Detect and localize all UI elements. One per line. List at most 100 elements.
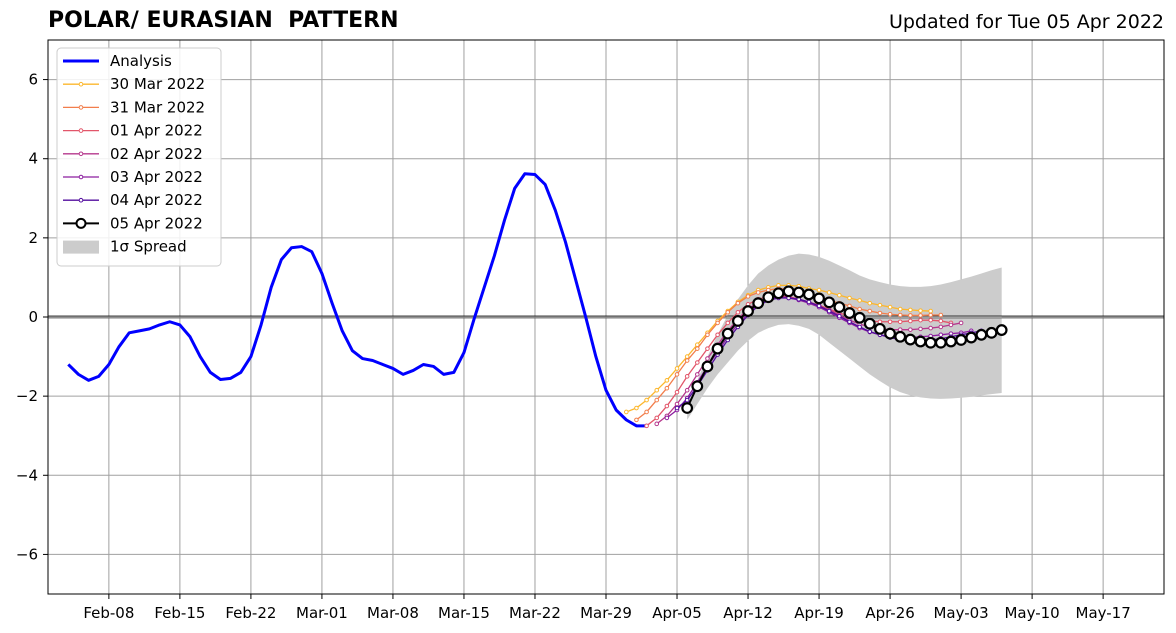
- forecast-point: [623, 409, 629, 415]
- forecast-point: [897, 306, 903, 312]
- legend-marker: [78, 128, 84, 133]
- forecast-point: [847, 319, 852, 325]
- forecast-point: [654, 397, 660, 403]
- forecast-point: [806, 299, 812, 305]
- forecast-point: [664, 403, 670, 409]
- forecast-point: [985, 326, 998, 339]
- legend-marker: [78, 174, 84, 180]
- legend-item: 05 Apr 2022: [63, 214, 203, 232]
- forecast-point: [715, 332, 720, 338]
- forecast-point: [782, 285, 795, 298]
- forecast-point: [654, 387, 660, 393]
- legend-label: 05 Apr 2022: [110, 214, 203, 232]
- forecast-point: [674, 389, 680, 395]
- forecast-point: [884, 327, 896, 340]
- forecast-point: [863, 317, 876, 330]
- forecast-point: [918, 308, 923, 313]
- forecast-point: [867, 329, 873, 334]
- y-tick-label: 0: [28, 308, 38, 326]
- legend-item: 31 Mar 2022: [63, 98, 205, 116]
- legend-label: 01 Apr 2022: [110, 122, 203, 140]
- spread-band: [687, 253, 1002, 420]
- forecast-point: [938, 332, 944, 338]
- forecast-point: [995, 324, 1008, 336]
- x-tick-label: May-17: [1076, 604, 1131, 622]
- forecast-point: [928, 308, 933, 314]
- chart-title: POLAR/ EURASIAN PATTERN: [48, 8, 399, 33]
- legend: Analysis 30 Mar 2022 31 Mar 2022 01 Apr 202…: [56, 47, 222, 267]
- forecast-point: [725, 320, 731, 326]
- forecast-point: [918, 317, 923, 323]
- analysis-line: [67, 172, 647, 428]
- forecast-point: [715, 320, 720, 326]
- forecast-point: [654, 415, 660, 421]
- forecast-point: [681, 402, 694, 414]
- legend-marker: [78, 81, 84, 87]
- forecast-point: [857, 324, 862, 330]
- forecast-series: [681, 285, 1008, 414]
- forecast-point: [705, 346, 710, 351]
- forecast-point: [958, 320, 964, 326]
- forecast-point: [644, 397, 649, 403]
- forecast-point: [725, 309, 731, 315]
- forecast-point: [803, 288, 815, 301]
- x-tick-label: Feb-08: [83, 604, 134, 622]
- forecast-point: [928, 317, 933, 323]
- x-tick-label: Mar-22: [509, 604, 561, 622]
- x-tick-label: Mar-29: [580, 604, 632, 622]
- forecast-point: [908, 327, 913, 332]
- forecast-point: [721, 327, 734, 340]
- forecast-point: [853, 311, 866, 324]
- legend-label: 31 Mar 2022: [110, 98, 205, 116]
- forecast-point: [826, 290, 832, 295]
- forecast-point: [684, 374, 690, 379]
- forecast-point: [792, 286, 805, 299]
- forecast-point: [664, 415, 670, 421]
- legend-label: 30 Mar 2022: [110, 75, 205, 93]
- forecast-point: [813, 292, 825, 305]
- forecast-point: [837, 292, 842, 298]
- forecast-point: [938, 312, 944, 318]
- forecast-point: [674, 372, 680, 377]
- forecast-point: [897, 319, 903, 325]
- forecast-point: [701, 360, 714, 373]
- forecast-point: [908, 318, 913, 324]
- forecast-point: [867, 300, 873, 306]
- x-tick-label: May-03: [933, 604, 988, 622]
- legend-item: 01 Apr 2022: [63, 122, 203, 140]
- forecast-point: [857, 306, 862, 312]
- forecast-point: [908, 313, 913, 318]
- forecast-point: [897, 312, 903, 318]
- forecast-point: [695, 372, 700, 377]
- forecast-point: [634, 405, 639, 411]
- x-tick-label: Apr-26: [865, 604, 915, 622]
- forecast-point: [867, 308, 873, 314]
- forecast-point: [823, 296, 836, 309]
- forecast-point: [664, 385, 670, 391]
- updated-date: Updated for Tue 05 Apr 2022: [888, 11, 1164, 33]
- forecast-point: [945, 335, 957, 348]
- legend-marker: [78, 197, 84, 203]
- forecast-point: [684, 387, 690, 393]
- forecast-point: [745, 294, 751, 299]
- y-tick-label: 4: [28, 150, 38, 168]
- forecast-point: [711, 342, 724, 355]
- forecast-point: [826, 308, 832, 314]
- forecast-point: [975, 328, 988, 341]
- forecast-point: [735, 300, 741, 306]
- forecast-point: [938, 318, 944, 324]
- forecast-point: [772, 287, 785, 300]
- forecast-point: [877, 310, 883, 316]
- forecast-point: [684, 358, 690, 363]
- forecast-point: [705, 356, 710, 361]
- forecast-point: [674, 405, 680, 411]
- forecast-point: [918, 326, 923, 332]
- forecast-point: [833, 301, 846, 314]
- x-tick-label: Mar-15: [438, 604, 490, 622]
- y-tick-label: −4: [16, 466, 38, 484]
- x-tick-label: May-10: [1004, 604, 1059, 622]
- forecast-point: [887, 304, 893, 310]
- forecast-point: [684, 397, 690, 403]
- legend-item: 03 Apr 2022: [63, 168, 203, 186]
